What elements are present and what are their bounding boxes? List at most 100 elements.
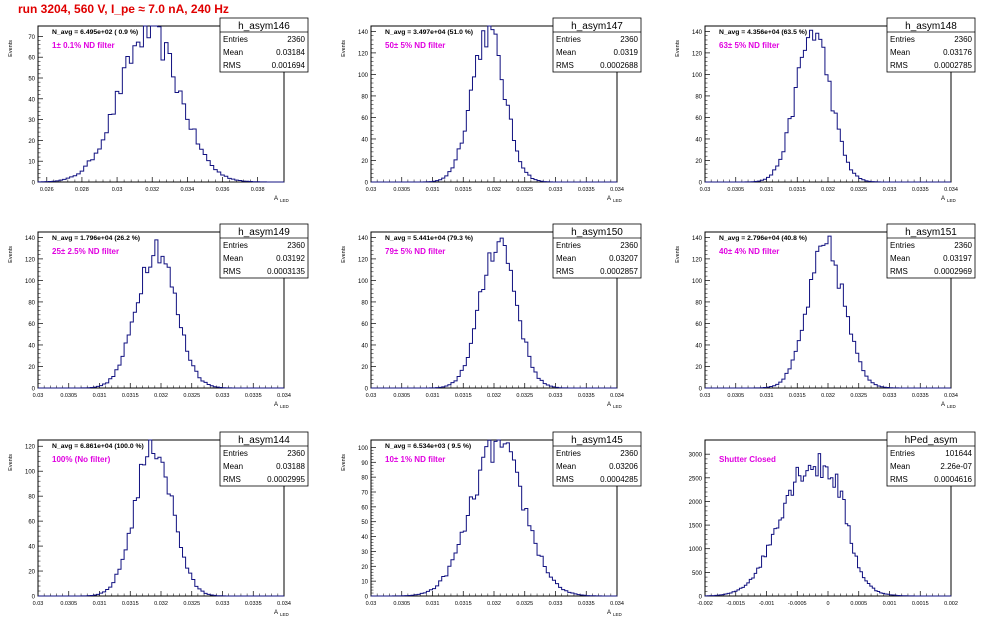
stats-mean-value: 0.03184 <box>276 48 305 57</box>
x-tick-label: 0.001 <box>883 601 897 607</box>
x-tick-label: 0.0305 <box>727 393 744 399</box>
y-tick-label: 1500 <box>689 524 703 530</box>
stats-entries-value: 2360 <box>954 35 972 44</box>
n-avg-label: N_avg = 6.534e+03 ( 9.5 %) <box>385 443 471 450</box>
x-tick-label: 0.033 <box>549 187 563 193</box>
y-tick-label: 50 <box>361 520 368 526</box>
stats-rms-value: 0.0002785 <box>934 61 972 70</box>
x-tick-label: 0.0325 <box>183 601 200 607</box>
stats-entries-value: 2360 <box>620 35 638 44</box>
x-tick-label: 0.038 <box>251 187 265 193</box>
x-axis-label-subscript: LED <box>280 612 290 617</box>
stats-rms-label: RMS <box>890 267 908 276</box>
stats-rms-value: 0.0002995 <box>267 475 305 484</box>
stats-entries-value: 101644 <box>945 449 972 458</box>
x-tick-label: 0.0315 <box>789 187 806 193</box>
histogram-panel-h_asym145: 0 10 20 30 40 50 60 70 80 90 100 0.03 0.0305 0.031 0.0… <box>341 431 642 617</box>
x-tick-label: 0.03 <box>366 393 377 399</box>
stats-title: h_asym145 <box>571 435 623 446</box>
stats-entries-value: 2360 <box>287 35 305 44</box>
filter-label: 25± 2.5% ND filter <box>52 247 119 256</box>
n-avg-label: N_avg = 4.356e+04 (63.5 %) <box>719 29 807 36</box>
stats-title: h_asym147 <box>571 21 623 32</box>
stats-box <box>552 223 642 279</box>
y-tick-label: 0 <box>365 181 369 187</box>
stats-rms-label: RMS <box>223 267 241 276</box>
x-tick-label: 0.0325 <box>516 601 533 607</box>
x-axis-label-subscript: LED <box>280 198 290 203</box>
y-tick-label: 50 <box>28 77 35 83</box>
y-tick-label: 20 <box>361 565 368 571</box>
histogram-curve <box>371 237 617 389</box>
histogram-curve <box>370 439 618 597</box>
stats-entries-value: 2360 <box>620 241 638 250</box>
stats-entries-label: Entries <box>556 241 581 250</box>
y-tick-label: 100 <box>358 446 369 452</box>
stats-mean-value: 2.26e-07 <box>940 462 972 471</box>
y-tick-label: 3000 <box>689 453 703 459</box>
y-tick-label: 40 <box>695 343 702 349</box>
stats-mean-value: 0.03192 <box>276 254 305 263</box>
y-tick-label: 120 <box>692 257 703 263</box>
x-tick-label: 0.03 <box>366 187 377 193</box>
x-tick-label: 0.033 <box>883 393 897 399</box>
y-tick-label: 20 <box>361 159 368 165</box>
stats-rms-label: RMS <box>556 61 574 70</box>
x-tick-label: 0.03 <box>112 187 123 193</box>
y-tick-label: 120 <box>358 257 369 263</box>
x-tick-label: 0.032 <box>821 393 835 399</box>
y-tick-label: 2500 <box>689 476 703 482</box>
histogram-panel-h_asym150: 0 20 40 60 80 100 120 140 0.03 0.0305 0.031 0.0315 0… <box>341 223 642 409</box>
x-tick-label: 0.0305 <box>393 187 410 193</box>
x-tick-label: 0.031 <box>426 601 440 607</box>
x-tick-label: 0.0315 <box>455 393 472 399</box>
n-avg-label: N_avg = 6.495e+02 ( 0.9 %) <box>52 29 138 36</box>
x-axis-label-subscript: LED <box>947 404 957 409</box>
x-axis-label-subscript: LED <box>613 612 623 617</box>
y-tick-label: 140 <box>358 236 369 242</box>
x-tick-label: 0.031 <box>426 393 440 399</box>
stats-box <box>552 431 642 487</box>
y-axis-label: Events <box>8 454 14 471</box>
stats-title: hPed_asym <box>905 435 958 446</box>
y-tick-label: 40 <box>361 343 368 349</box>
x-tick-label: -0.0015 <box>726 601 745 607</box>
y-tick-label: 40 <box>361 137 368 143</box>
stats-rms-value: 0.0004285 <box>600 475 638 484</box>
y-tick-label: 0 <box>699 595 703 601</box>
stats-entries-label: Entries <box>223 35 248 44</box>
y-tick-label: 120 <box>25 445 36 451</box>
y-tick-label: 10 <box>28 160 35 166</box>
y-axis-label: Events <box>341 40 347 57</box>
x-axis-label-subscript: LED <box>947 198 957 203</box>
stats-title: h_asym148 <box>905 21 957 32</box>
x-tick-label: 0.034 <box>944 393 958 399</box>
x-tick-label: 0.032 <box>821 187 835 193</box>
y-tick-label: 120 <box>692 51 703 57</box>
stats-entries-label: Entries <box>890 35 915 44</box>
x-tick-label: 0.032 <box>154 393 168 399</box>
x-tick-label: 0.0335 <box>578 187 595 193</box>
y-tick-label: 100 <box>358 73 369 79</box>
y-tick-label: 70 <box>28 35 35 41</box>
filter-label: 79± 5% ND filter <box>385 247 445 256</box>
y-tick-label: 100 <box>692 279 703 285</box>
x-tick-label: 0.0305 <box>393 393 410 399</box>
y-tick-label: 100 <box>25 279 36 285</box>
y-tick-label: 60 <box>28 520 35 526</box>
x-tick-label: 0.0305 <box>60 601 77 607</box>
x-tick-label: 0.03 <box>33 393 44 399</box>
histogram-panel-h_asym147: 0 20 40 60 80 100 120 140 0.03 0.0305 0.031 0.0315 0… <box>341 17 642 203</box>
x-axis-label: A <box>274 402 278 408</box>
n-avg-label: N_avg = 2.796e+04 (40.8 %) <box>719 235 807 242</box>
stats-mean-value: 0.03176 <box>943 48 972 57</box>
histogram-panel-h_asym144: 0 20 40 60 80 100 120 0.03 0.0305 0.031 0.0315 0.03… <box>8 431 309 617</box>
y-tick-label: 10 <box>361 580 368 586</box>
stats-mean-label: Mean <box>890 462 910 471</box>
stats-mean-label: Mean <box>556 254 576 263</box>
histogram-curve <box>37 25 285 183</box>
y-tick-label: 20 <box>361 365 368 371</box>
x-tick-label: 0.033 <box>883 187 897 193</box>
histogram-curve <box>704 453 951 597</box>
x-tick-label: 0.0335 <box>578 601 595 607</box>
